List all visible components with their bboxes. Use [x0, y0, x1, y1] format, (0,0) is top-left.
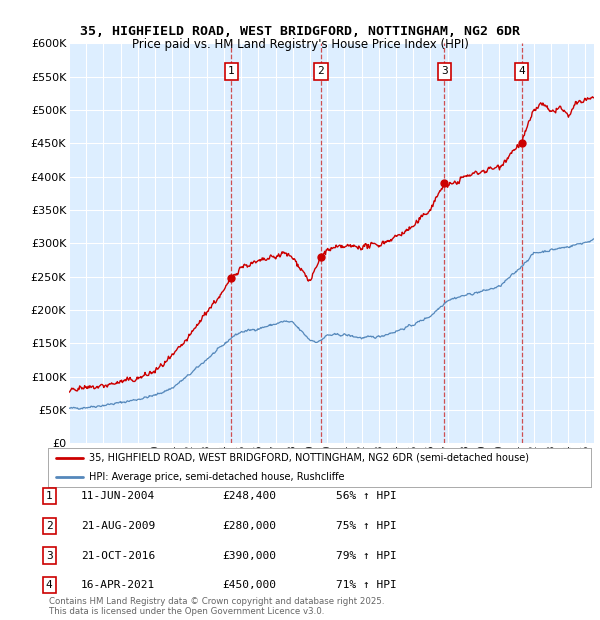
Text: 56% ↑ HPI: 56% ↑ HPI: [336, 491, 397, 501]
Text: HPI: Average price, semi-detached house, Rushcliffe: HPI: Average price, semi-detached house,…: [89, 472, 344, 482]
Text: 1: 1: [228, 66, 235, 76]
Text: £248,400: £248,400: [222, 491, 276, 501]
Text: 3: 3: [441, 66, 448, 76]
Text: £390,000: £390,000: [222, 551, 276, 560]
Text: Contains HM Land Registry data © Crown copyright and database right 2025.: Contains HM Land Registry data © Crown c…: [49, 597, 385, 606]
Text: £280,000: £280,000: [222, 521, 276, 531]
Text: 21-OCT-2016: 21-OCT-2016: [81, 551, 155, 560]
Text: 35, HIGHFIELD ROAD, WEST BRIDGFORD, NOTTINGHAM, NG2 6DR: 35, HIGHFIELD ROAD, WEST BRIDGFORD, NOTT…: [80, 25, 520, 38]
Text: 75% ↑ HPI: 75% ↑ HPI: [336, 521, 397, 531]
Text: 4: 4: [46, 580, 53, 590]
Text: 79% ↑ HPI: 79% ↑ HPI: [336, 551, 397, 560]
Text: 35, HIGHFIELD ROAD, WEST BRIDGFORD, NOTTINGHAM, NG2 6DR (semi-detached house): 35, HIGHFIELD ROAD, WEST BRIDGFORD, NOTT…: [89, 453, 529, 463]
Text: 21-AUG-2009: 21-AUG-2009: [81, 521, 155, 531]
Text: 2: 2: [317, 66, 325, 76]
Text: 3: 3: [46, 551, 53, 560]
Text: Price paid vs. HM Land Registry's House Price Index (HPI): Price paid vs. HM Land Registry's House …: [131, 38, 469, 51]
Text: 1: 1: [46, 491, 53, 501]
Text: 16-APR-2021: 16-APR-2021: [81, 580, 155, 590]
Text: 71% ↑ HPI: 71% ↑ HPI: [336, 580, 397, 590]
Text: 4: 4: [518, 66, 525, 76]
Text: This data is licensed under the Open Government Licence v3.0.: This data is licensed under the Open Gov…: [49, 607, 325, 616]
Text: 2: 2: [46, 521, 53, 531]
Text: £450,000: £450,000: [222, 580, 276, 590]
Text: 11-JUN-2004: 11-JUN-2004: [81, 491, 155, 501]
